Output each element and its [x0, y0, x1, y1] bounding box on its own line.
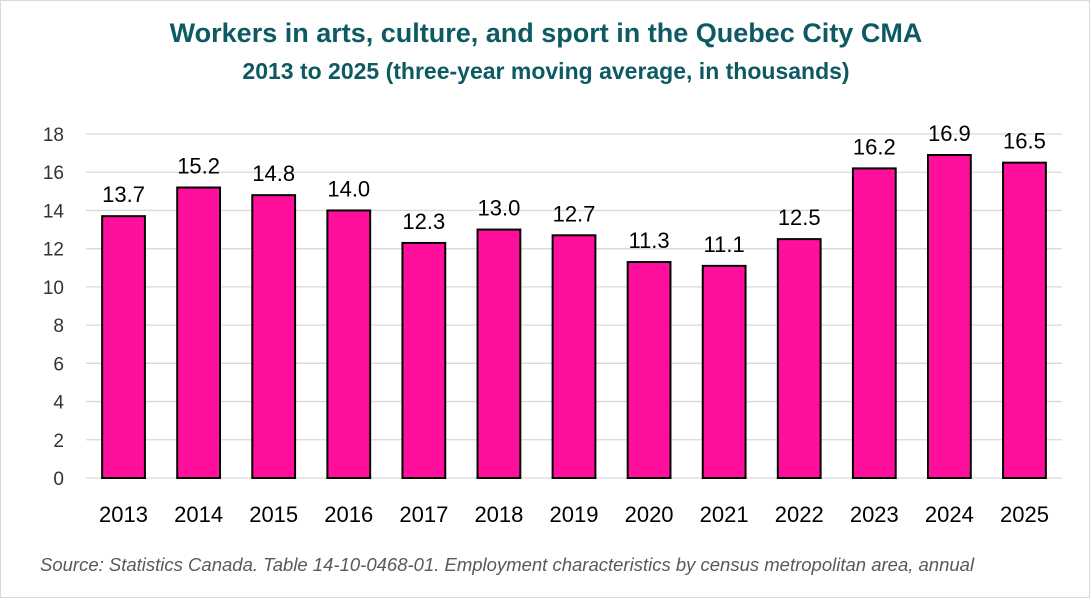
x-tick-label: 2013 [99, 502, 148, 527]
bar [776, 238, 822, 479]
chart-subtitle: 2013 to 2025 (three-year moving average,… [242, 58, 850, 84]
data-label: 12.7 [553, 201, 596, 226]
y-tick-label: 2 [53, 431, 64, 452]
bar [476, 228, 522, 479]
y-tick-label: 4 [53, 393, 64, 414]
y-tick-label: 14 [43, 201, 65, 222]
bar [101, 215, 146, 480]
bar [926, 154, 972, 479]
x-tick-label: 2025 [1000, 502, 1049, 527]
x-tick-label: 2019 [550, 502, 599, 527]
bar [626, 261, 672, 479]
x-tick-label: 2017 [399, 502, 448, 527]
y-tick-label: 12 [43, 240, 64, 261]
y-tick-label: 10 [43, 278, 64, 299]
x-tick-label: 2014 [174, 502, 223, 527]
data-label: 12.5 [778, 205, 821, 230]
data-label: 11.3 [628, 228, 669, 253]
chart-title: Workers in arts, culture, and sport in t… [169, 18, 923, 48]
x-tick-label: 2021 [700, 502, 749, 527]
bar [326, 209, 372, 479]
data-label: 14.8 [252, 161, 295, 186]
bar [251, 194, 297, 479]
data-label: 11.1 [704, 232, 745, 257]
bar [176, 186, 222, 479]
x-tick-label: 2018 [474, 502, 523, 527]
x-tick-label: 2015 [249, 502, 298, 527]
bar [701, 264, 747, 479]
data-label: 14.0 [327, 176, 370, 201]
y-tick-label: 16 [43, 163, 64, 184]
bar [1002, 161, 1047, 480]
data-label: 12.3 [402, 209, 445, 234]
bar [401, 241, 447, 479]
data-label: 16.9 [928, 121, 971, 146]
bar [851, 167, 897, 479]
bar [551, 234, 597, 479]
x-tick-label: 2020 [625, 502, 674, 527]
data-label: 13.7 [102, 182, 145, 207]
data-label: 15.2 [177, 154, 220, 179]
y-tick-label: 8 [53, 316, 64, 337]
y-tick-label: 0 [53, 469, 64, 490]
y-tick-label: 18 [43, 125, 64, 146]
data-label: 13.0 [478, 196, 521, 221]
x-tick-label: 2024 [925, 502, 974, 527]
y-tick-label: 6 [53, 354, 64, 375]
x-tick-label: 2016 [324, 502, 373, 527]
x-tick-label: 2022 [775, 502, 824, 527]
source-note: Source: Statistics Canada. Table 14-10-0… [40, 554, 975, 575]
data-label: 16.2 [853, 134, 896, 159]
data-label: 16.5 [1003, 129, 1046, 154]
x-tick-label: 2023 [850, 502, 899, 527]
